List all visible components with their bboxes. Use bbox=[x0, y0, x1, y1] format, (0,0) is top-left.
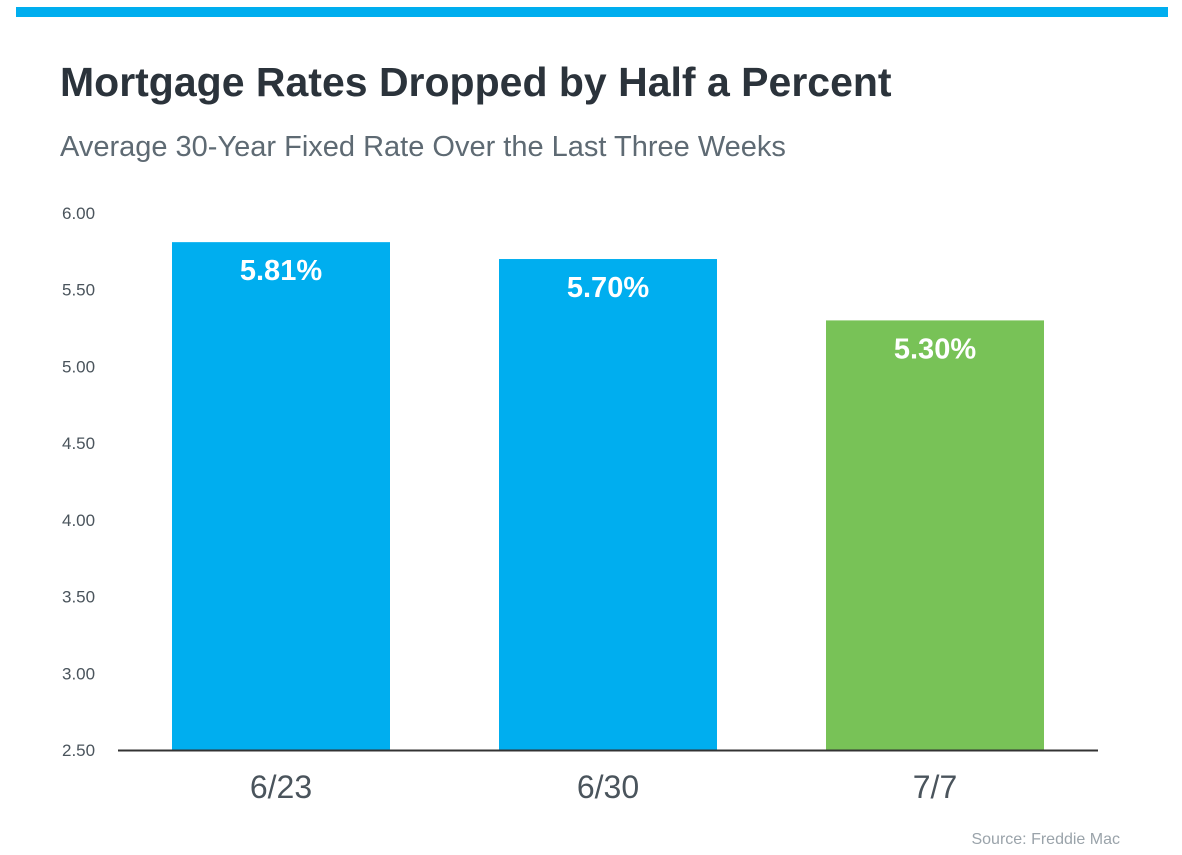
y-tick-label: 3.00 bbox=[62, 664, 95, 683]
bar-value-label: 5.81% bbox=[240, 255, 322, 287]
y-tick-label: 2.50 bbox=[62, 741, 95, 760]
x-category-label: 7/7 bbox=[913, 769, 957, 805]
chart-subtitle: Average 30-Year Fixed Rate Over the Last… bbox=[60, 131, 786, 163]
source-note: Source: Freddie Mac bbox=[971, 831, 1120, 848]
y-tick-label: 3.50 bbox=[62, 588, 95, 607]
y-tick-label: 6.00 bbox=[62, 204, 95, 223]
y-tick-label: 4.50 bbox=[62, 434, 95, 453]
top-accent-bar bbox=[16, 7, 1168, 17]
bar bbox=[499, 259, 717, 750]
x-category-label: 6/30 bbox=[577, 769, 639, 805]
y-tick-label: 4.00 bbox=[62, 511, 95, 530]
y-tick-label: 5.50 bbox=[62, 281, 95, 300]
bar-value-label: 5.30% bbox=[894, 333, 976, 365]
bar-value-label: 5.70% bbox=[567, 272, 649, 304]
bar bbox=[826, 320, 1044, 750]
x-category-label: 6/23 bbox=[250, 769, 312, 805]
y-tick-label: 5.00 bbox=[62, 357, 95, 376]
bar bbox=[172, 242, 390, 750]
chart-title: Mortgage Rates Dropped by Half a Percent bbox=[60, 59, 892, 105]
